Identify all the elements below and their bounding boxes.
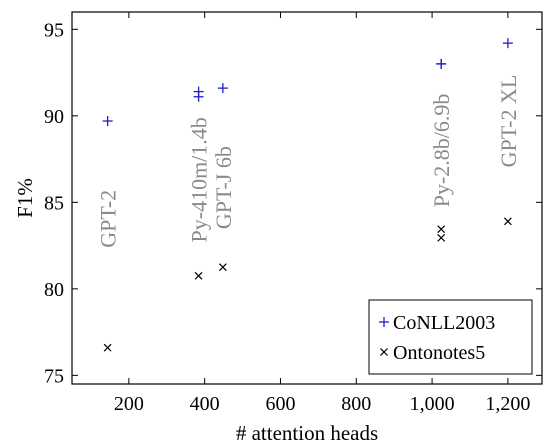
- data-point: [437, 233, 446, 242]
- data-point: [503, 217, 512, 226]
- x-tick-label: 800: [341, 393, 371, 415]
- x-tick-label: 200: [114, 393, 144, 415]
- y-tick-label: 85: [44, 192, 64, 214]
- legend-box: [368, 299, 533, 375]
- x-tick-label: 1,000: [410, 393, 455, 415]
- data-point: [103, 343, 112, 352]
- axis-ticks: 200 400 600 800 1,000 1,200 75 80 85 90 95: [44, 12, 542, 415]
- data-point: [218, 263, 227, 272]
- data-point: [502, 38, 513, 49]
- plot-frame: [71, 11, 543, 385]
- data-markers: [102, 38, 513, 352]
- legend-marker: [380, 348, 388, 356]
- y-tick-label: 80: [44, 279, 64, 301]
- y-tick-label: 95: [44, 19, 64, 41]
- x-axis-label: # attention heads: [236, 421, 378, 445]
- data-point: [193, 86, 204, 97]
- model-annotation: Py-410m/1.4b: [187, 117, 212, 242]
- data-point: [437, 225, 446, 234]
- x-tick-label: 400: [190, 393, 220, 415]
- legend-label: Ontonotes5: [393, 342, 485, 364]
- y-tick-label: 90: [44, 106, 64, 128]
- legend-label: CoNLL2003: [393, 312, 495, 334]
- y-axis-label: F1%: [13, 178, 37, 218]
- data-point: [102, 116, 113, 127]
- model-annotation: Py-2.8b/6.9b: [429, 94, 454, 208]
- model-annotation: GPT-2 XL: [496, 75, 521, 168]
- model-annotations: GPT-2 Py-410m/1.4b GPT-J 6b Py-2.8b/6.9b GPT…: [96, 75, 521, 248]
- x-tick-label: 600: [265, 393, 295, 415]
- data-point: [217, 83, 228, 94]
- model-annotation: GPT-J 6b: [211, 146, 236, 229]
- model-annotation: GPT-2: [96, 190, 121, 248]
- data-point: [436, 58, 447, 69]
- x-tick-label: 1,200: [485, 393, 530, 415]
- data-point: [194, 271, 203, 280]
- legend: CoNLL2003 Ontonotes5: [368, 299, 533, 375]
- legend-marker: [379, 317, 389, 327]
- y-tick-label: 75: [44, 365, 64, 387]
